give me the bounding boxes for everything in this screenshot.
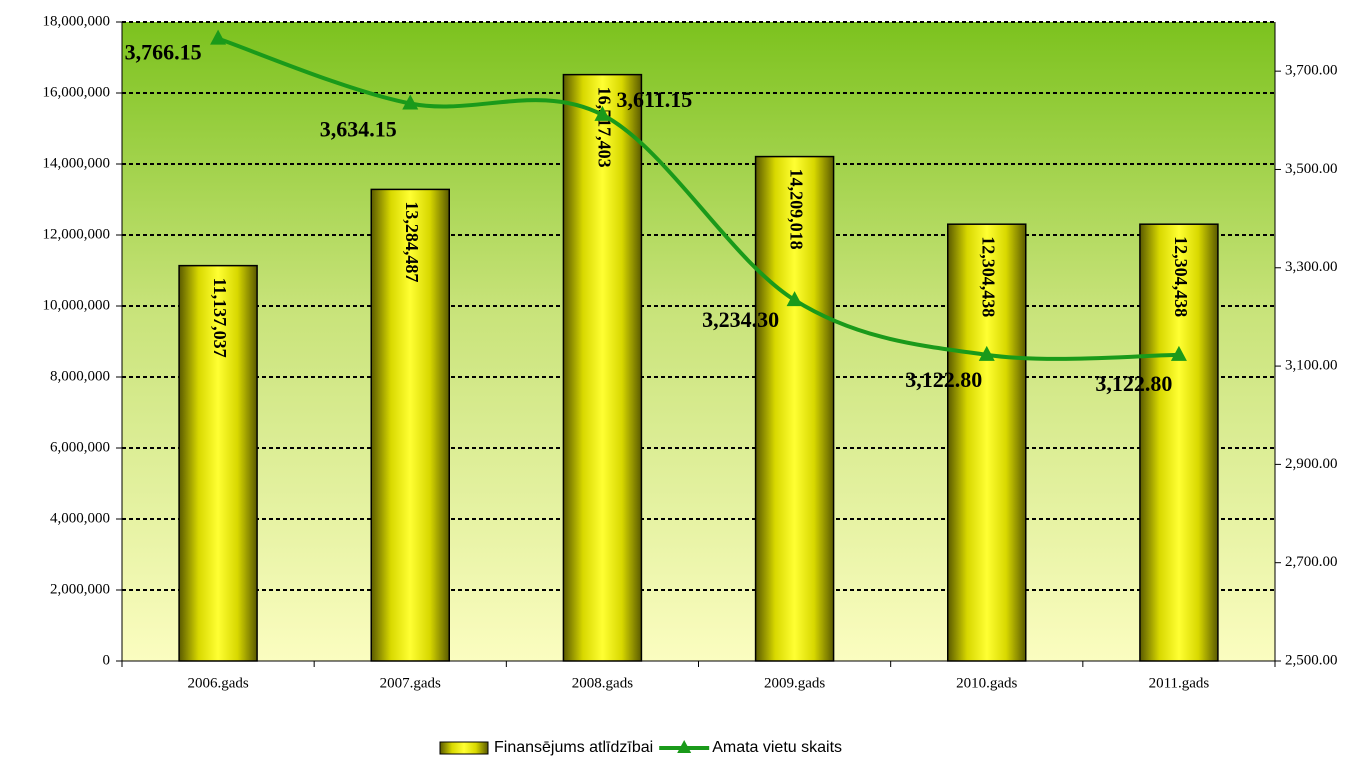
data-label: 11,137,037 [210,278,230,358]
legend-marker [677,740,692,753]
data-label: 13,284,487 [402,201,422,282]
marker [402,94,419,110]
legend-swatch [439,741,489,755]
marker [978,345,995,361]
y-tick-label: 12,000,000 [43,226,111,242]
bar [1139,223,1219,662]
bar [178,264,258,662]
x-tick-label: 2010.gads [956,675,1017,691]
data-label: 16,517,403 [594,87,614,168]
data-label: 3,766.15 [125,40,202,65]
bar [947,223,1027,662]
marker [594,105,611,121]
bar [370,188,450,662]
y2-tick-label: 3,500.00 [1285,161,1338,177]
y-tick-label: 8,000,000 [50,368,110,384]
marker [210,29,227,45]
data-label: 3,122.80 [905,367,982,392]
data-label: 3,611.15 [617,87,693,112]
y-tick-label: 0 [103,652,111,668]
bar [754,155,835,662]
x-tick-label: 2007.gads [380,675,441,691]
bar [562,73,643,662]
y-tick-label: 18,000,000 [43,13,111,29]
y2-tick-label: 3,700.00 [1285,63,1338,79]
x-tick-label: 2008.gads [572,675,633,691]
y-tick-label: 6,000,000 [50,439,110,455]
x-tick-label: 2006.gads [187,675,248,691]
y-tick-label: 10,000,000 [43,297,111,313]
line [217,36,1179,361]
legend-label: Finansējums atlīdzībai [494,739,653,756]
marker [786,291,803,307]
y2-tick-label: 2,700.00 [1285,554,1338,570]
y-tick-label: 2,000,000 [50,581,110,597]
data-label: 3,634.15 [320,117,397,142]
y-tick-label: 4,000,000 [50,510,110,526]
y-tick-label: 14,000,000 [43,155,111,171]
y2-tick-label: 2,500.00 [1285,652,1338,668]
y2-tick-label: 2,900.00 [1285,456,1338,472]
x-tick-label: 2011.gads [1149,675,1210,691]
legend-label: Amata vietu skaits [712,739,842,756]
plot-area [122,22,1275,661]
data-label: 3,122.80 [1095,371,1172,396]
data-label: 3,234.30 [702,307,779,332]
x-tick-label: 2009.gads [764,675,825,691]
data-label: 12,304,438 [1171,236,1191,317]
y-tick-label: 16,000,000 [43,84,111,100]
y2-tick-label: 3,300.00 [1285,259,1338,275]
y2-tick-label: 3,100.00 [1285,358,1338,374]
data-label: 12,304,438 [979,236,999,317]
data-label: 14,209,018 [786,169,806,250]
marker [1170,345,1187,361]
